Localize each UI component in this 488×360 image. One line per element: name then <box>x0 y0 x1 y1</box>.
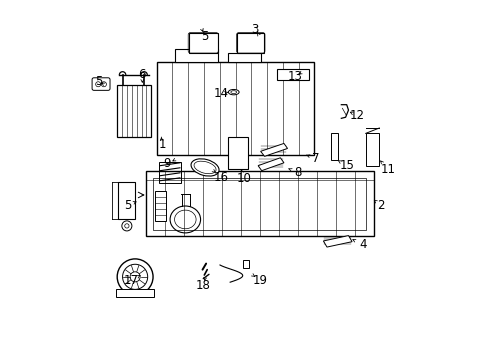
Bar <box>156 62 314 155</box>
Bar <box>276 69 308 80</box>
Text: 19: 19 <box>253 274 267 287</box>
Circle shape <box>96 82 101 87</box>
Circle shape <box>124 224 129 228</box>
Circle shape <box>130 272 140 282</box>
Text: 7: 7 <box>312 152 319 165</box>
Text: 9: 9 <box>163 157 171 170</box>
Ellipse shape <box>228 89 239 95</box>
Bar <box>153 178 366 230</box>
Text: 5: 5 <box>124 199 131 212</box>
Bar <box>145 171 373 235</box>
Text: 4: 4 <box>358 238 366 251</box>
Bar <box>117 85 151 137</box>
Text: 6: 6 <box>138 68 146 81</box>
Text: 11: 11 <box>380 163 395 176</box>
Text: 17: 17 <box>124 274 139 287</box>
Bar <box>159 162 181 183</box>
Ellipse shape <box>230 91 236 94</box>
Circle shape <box>101 82 106 87</box>
Text: 13: 13 <box>286 69 302 82</box>
Text: 5: 5 <box>201 30 208 43</box>
Text: 2: 2 <box>376 199 384 212</box>
Circle shape <box>122 264 147 289</box>
Text: 8: 8 <box>294 166 302 179</box>
Text: 10: 10 <box>237 172 251 185</box>
Bar <box>155 191 165 221</box>
Text: 12: 12 <box>349 109 364 122</box>
Text: 15: 15 <box>339 159 353 172</box>
Text: 3: 3 <box>251 23 259 36</box>
Text: 16: 16 <box>213 171 228 184</box>
Circle shape <box>122 221 132 231</box>
FancyBboxPatch shape <box>92 78 110 90</box>
Ellipse shape <box>191 159 219 176</box>
Polygon shape <box>260 143 287 156</box>
Circle shape <box>117 259 153 295</box>
Text: 1: 1 <box>158 138 165 150</box>
Bar <box>174 49 217 62</box>
Bar <box>188 33 217 53</box>
Bar <box>228 53 260 62</box>
Text: 14: 14 <box>213 87 228 100</box>
Text: 18: 18 <box>195 279 210 292</box>
Text: 5: 5 <box>95 75 103 88</box>
Bar <box>116 289 153 297</box>
Polygon shape <box>323 235 351 247</box>
Bar <box>330 134 337 160</box>
Bar <box>228 137 247 169</box>
Polygon shape <box>258 158 284 171</box>
Bar <box>118 182 135 220</box>
Bar <box>365 134 379 166</box>
Bar <box>237 33 264 53</box>
Bar <box>243 260 248 268</box>
